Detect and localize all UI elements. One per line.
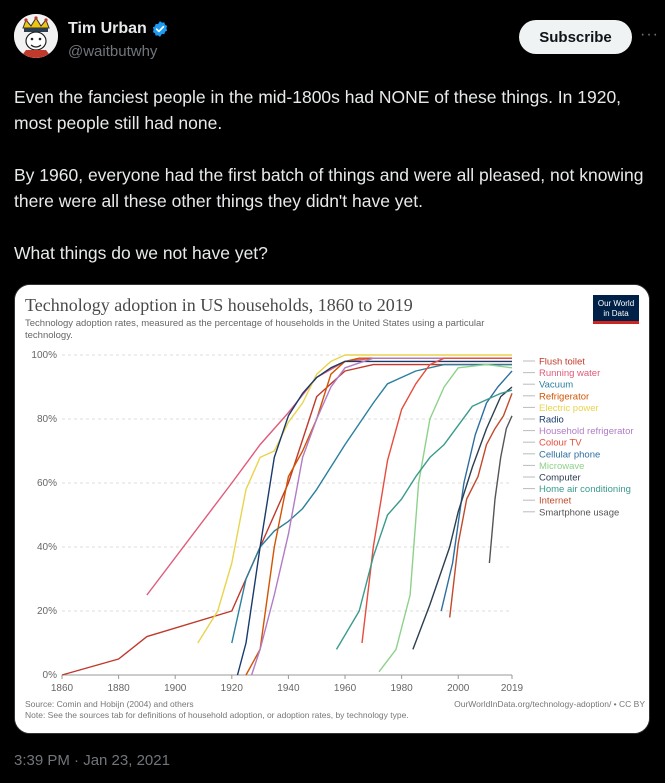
legend-label[interactable]: Microwave [539,461,584,472]
legend-label[interactable]: Smartphone usage [539,507,619,518]
y-tick-label: 40% [37,542,57,553]
chart-series [61,354,513,676]
series-line [412,386,513,650]
verified-badge-icon [152,21,167,37]
series-line [250,357,512,676]
legend-label[interactable]: Electric power [539,403,599,414]
chart-source: Source: Comin and Hobijn (2004) and othe… [25,699,194,709]
y-tick-label: 60% [37,478,57,489]
legend-label[interactable]: Running water [539,368,600,379]
author-avatar[interactable] [14,14,58,58]
y-axis-ticks: 0% 20% 40% 60% 80% 100% [31,350,57,681]
tweet-header: Tim Urban @waitbutwhy Subscribe ··· [14,14,658,66]
x-tick-label: 1960 [334,683,357,694]
author-name-row: Tim Urban [68,20,169,38]
chart-subtitle-line: Technology adoption rates, measured as t… [25,318,484,329]
series-line [361,357,512,644]
legend-label[interactable]: Refrigerator [539,391,589,402]
tweet-paragraph: What things do we not have yet? [14,243,268,263]
legend-label[interactable]: Home air conditioning [539,484,631,495]
x-axis-ticks: 1860 1880 1900 1920 1940 1960 1980 2000 2019 [51,675,524,694]
x-tick-label: 2000 [447,683,470,694]
y-tick-label: 80% [37,414,57,425]
owid-logo[interactable]: Our World in Data [593,295,639,324]
legend-label[interactable]: Computer [539,473,581,484]
chart-note: Note: See the sources tab for definition… [25,710,409,720]
series-line [335,389,513,650]
tweet-paragraph: Even the fanciest people in the mid-1800… [14,87,622,133]
chart-subtitle-line: technology. [25,330,73,341]
series-line [488,415,513,564]
series-line [61,363,512,676]
subscribe-button[interactable]: Subscribe [519,20,632,54]
series-line [378,363,513,673]
legend-label[interactable]: Cellular phone [539,449,600,460]
y-tick-label: 100% [31,350,57,361]
chart-title: Technology adoption in US households, 18… [25,295,413,315]
legend-label[interactable]: Internet [539,496,572,507]
logo-text: Our World [598,299,634,308]
x-tick-label: 1920 [221,683,244,694]
legend-label[interactable]: Radio [539,415,564,426]
x-tick-label: 1880 [107,683,130,694]
x-tick-label: 1940 [277,683,300,694]
series-line [440,370,513,612]
chart-image[interactable]: Technology adoption in US households, 18… [14,284,650,734]
x-tick-label: 1900 [164,683,187,694]
x-tick-label: 1860 [51,683,74,694]
legend-label[interactable]: Flush toilet [539,357,585,368]
y-tick-label: 0% [43,670,58,681]
y-tick-label: 20% [37,606,57,617]
chart-url[interactable]: OurWorldInData.org/technology-adoption/ … [454,699,645,709]
author-handle[interactable]: @waitbutwhy [68,43,158,60]
legend-label[interactable]: Colour TV [539,438,582,449]
avatar-king-icon [14,14,58,58]
legend-label[interactable]: Vacuum [539,380,573,391]
tweet-timestamp[interactable]: 3:39 PM · Jan 23, 2021 [14,752,170,769]
more-options-icon[interactable]: ··· [640,26,659,43]
legend-label[interactable]: Household refrigerator [539,426,634,437]
author-name[interactable]: Tim Urban [68,20,147,37]
tweet-text: Even the fanciest people in the mid-1800… [14,84,650,266]
x-tick-label: 2019 [501,683,524,694]
x-tick-label: 1980 [390,683,413,694]
tweet-paragraph: By 1960, everyone had the first batch of… [14,165,644,211]
logo-text: in Data [603,309,629,318]
series-line [236,360,512,676]
technology-adoption-chart: Technology adoption in US households, 18… [15,285,649,733]
series-line [245,357,512,676]
series-line [449,393,513,618]
